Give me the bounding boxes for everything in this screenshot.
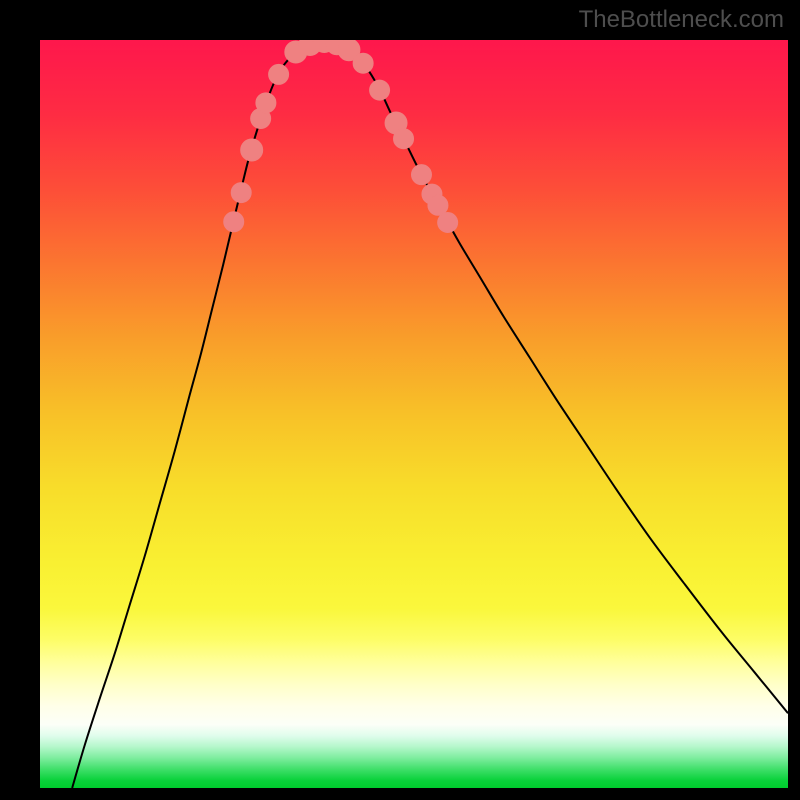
data-marker — [224, 212, 244, 232]
gradient-background — [40, 40, 788, 788]
plot-area — [40, 40, 788, 788]
data-marker — [231, 183, 251, 203]
chart-container: TheBottleneck.com — [0, 0, 800, 800]
data-marker — [256, 93, 276, 113]
chart-svg — [40, 40, 788, 788]
data-marker — [353, 53, 373, 73]
data-marker — [438, 213, 458, 233]
data-marker — [428, 195, 448, 215]
data-marker — [241, 139, 263, 161]
data-marker — [411, 165, 431, 185]
data-marker — [269, 64, 289, 84]
data-marker — [370, 80, 390, 100]
watermark-label: TheBottleneck.com — [579, 6, 784, 34]
data-marker — [394, 129, 414, 149]
